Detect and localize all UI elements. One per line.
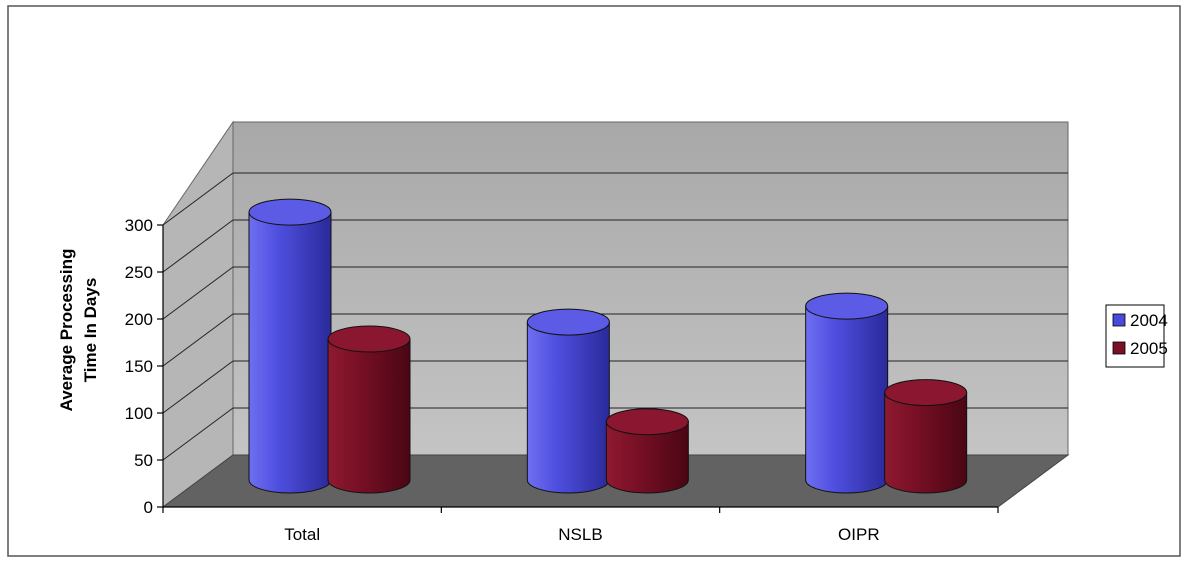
legend-swatch-2004 <box>1112 313 1126 327</box>
y-tick-label: 250 <box>125 263 153 282</box>
bar-2005-nslb <box>605 408 689 494</box>
x-tick-label: OIPR <box>838 525 880 544</box>
legend-label-2005: 2005 <box>1130 339 1168 358</box>
bar-top <box>605 408 689 436</box>
y-axis-title: Average Processing Time In Days <box>57 249 100 412</box>
bar-2004-nslb <box>526 308 610 494</box>
y-tick-label: 200 <box>125 310 153 329</box>
bar-top <box>884 379 968 407</box>
bar-top <box>248 198 332 226</box>
bars-layer <box>248 198 968 494</box>
gridline <box>162 407 234 461</box>
legend-swatch-2005 <box>1112 341 1126 355</box>
y-axis-title-line: Average Processing <box>57 249 76 412</box>
bar-body <box>248 211 332 494</box>
bar-body <box>884 392 968 494</box>
y-tick-label: 50 <box>134 451 153 470</box>
bar-2005-total <box>327 325 411 494</box>
gridline <box>162 266 234 320</box>
bar-top <box>526 308 610 336</box>
x-tick-label: NSLB <box>558 525 602 544</box>
axis-layer: 0 50 100 150 200 250 300 Total NSLB OIPR Average P… <box>57 216 999 544</box>
bar-2005-oipr <box>884 379 968 494</box>
x-tick-label: Total <box>284 525 320 544</box>
legend-label-2004: 2004 <box>1130 311 1168 330</box>
bar-body <box>327 338 411 494</box>
gridline <box>162 313 234 367</box>
y-axis-title-line: Time In Days <box>81 278 100 383</box>
bar-top <box>327 325 411 353</box>
bar-body <box>605 421 689 494</box>
gridline <box>162 172 234 226</box>
y-tick-label: 150 <box>125 357 153 376</box>
gridline <box>162 219 234 273</box>
y-tick-label: 100 <box>125 404 153 423</box>
bar-body <box>805 305 889 494</box>
bar-top <box>805 292 889 320</box>
bar-body <box>526 321 610 494</box>
bar-2004-total <box>248 198 332 494</box>
y-tick-label: 0 <box>144 498 153 517</box>
gridline <box>162 360 234 414</box>
legend: 2004 2005 <box>1105 304 1168 368</box>
bar-2004-oipr <box>805 292 889 494</box>
y-tick-label: 300 <box>125 216 153 235</box>
